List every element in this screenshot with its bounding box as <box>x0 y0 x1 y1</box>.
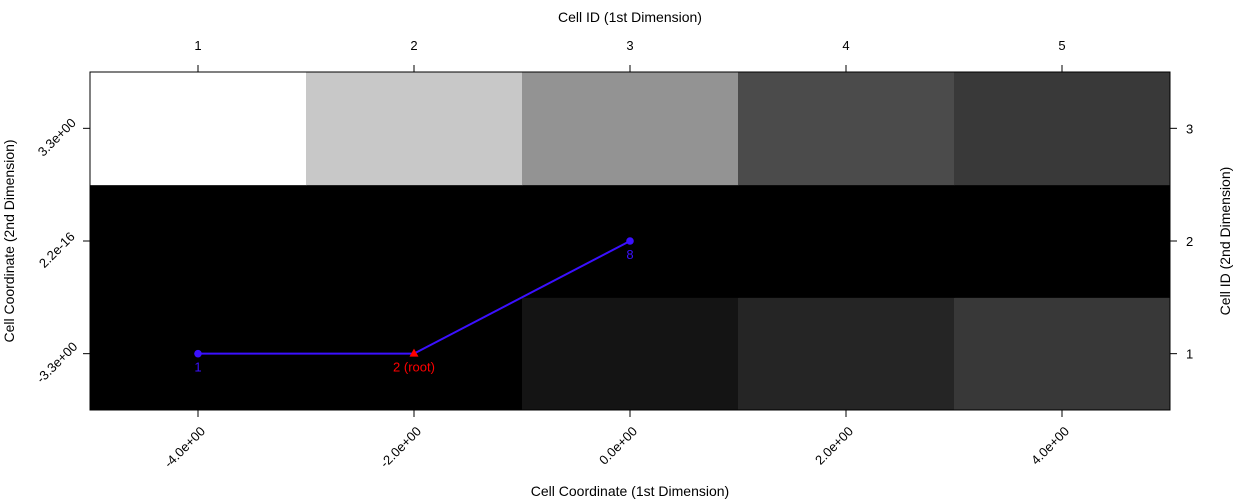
y-tick-label-left: 3.3e+00 <box>35 115 79 159</box>
x-tick-label-bottom: 2.0e+00 <box>812 424 856 468</box>
x-tick-label-top: 4 <box>842 38 849 53</box>
path-node-marker <box>194 349 202 358</box>
x-axis-title-bottom: Cell Coordinate (1st Dimension) <box>531 483 729 499</box>
y-tick-label-right: 2 <box>1186 234 1193 249</box>
path-node-label: 8 <box>626 247 633 262</box>
heatmap-cell <box>954 184 1171 298</box>
heatmap-cell <box>522 297 739 411</box>
path-node-label: 2 (root) <box>393 360 435 375</box>
heatmap-cell <box>738 297 955 411</box>
heatmap-cell <box>306 184 523 298</box>
y-axis-title-left: Cell Coordinate (2nd Dimension) <box>1 139 17 342</box>
y-tick-label-right: 1 <box>1186 347 1193 362</box>
x-tick-label-top: 5 <box>1058 38 1065 53</box>
heatmap-cell <box>738 72 955 186</box>
heatmap-cell <box>90 72 307 186</box>
heatmap-cell <box>306 72 523 186</box>
x-tick-label-top: 1 <box>194 38 201 53</box>
heatmap-cell <box>954 72 1171 186</box>
x-axis-title-top: Cell ID (1st Dimension) <box>558 9 702 25</box>
path-edge <box>413 240 631 355</box>
heatmap-cell <box>90 184 307 298</box>
x-tick-label-top: 3 <box>626 38 633 53</box>
x-tick-label-bottom: 4.0e+00 <box>1028 424 1072 468</box>
y-tick-label-left: -3.3e+00 <box>33 339 80 386</box>
x-tick-label-bottom: 0.0e+00 <box>596 424 640 468</box>
x-tick-label-bottom: -2.0e+00 <box>377 424 424 471</box>
heatmap-cell <box>522 72 739 186</box>
path-node-label: 1 <box>194 360 201 375</box>
x-tick-label-top: 2 <box>410 38 417 53</box>
neighbor-path: 1 2 (root) 8 <box>194 237 634 375</box>
x-tick-label-bottom: -4.0e+00 <box>161 424 208 471</box>
y-axis-title-right: Cell ID (2nd Dimension) <box>1217 167 1233 316</box>
path-node-marker <box>626 237 634 245</box>
heatmap-cell <box>954 297 1171 411</box>
y-tick-label-right: 3 <box>1186 121 1193 136</box>
heatmap-cell <box>738 184 955 298</box>
y-tick-label-left: 2.2e-16 <box>36 229 78 271</box>
root-node-marker <box>409 348 419 357</box>
